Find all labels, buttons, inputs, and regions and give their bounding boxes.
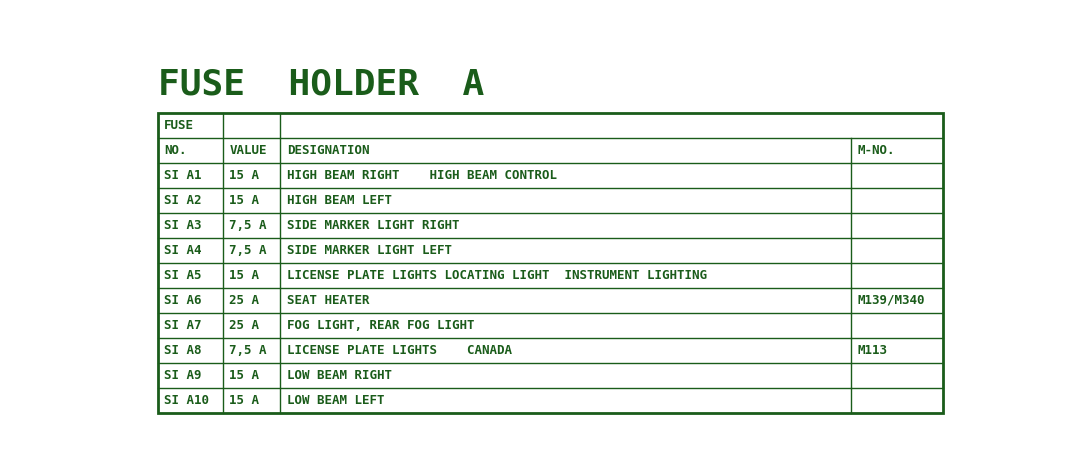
Text: 7,5 A: 7,5 A: [230, 244, 267, 257]
Text: SEAT HEATER: SEAT HEATER: [287, 294, 369, 307]
Text: M139/M340: M139/M340: [857, 294, 925, 307]
Text: 15 A: 15 A: [230, 169, 260, 182]
Text: 15 A: 15 A: [230, 369, 260, 382]
Text: LOW BEAM RIGHT: LOW BEAM RIGHT: [287, 369, 392, 382]
Text: SI A9: SI A9: [164, 369, 202, 382]
Text: 15 A: 15 A: [230, 268, 260, 282]
Text: 7,5 A: 7,5 A: [230, 344, 267, 357]
Text: LICENSE PLATE LIGHTS    CANADA: LICENSE PLATE LIGHTS CANADA: [287, 344, 512, 357]
Text: SI A1: SI A1: [164, 169, 202, 182]
Text: FUSE  HOLDER  A: FUSE HOLDER A: [158, 67, 483, 101]
Bar: [158, 113, 943, 413]
Text: SIDE MARKER LIGHT RIGHT: SIDE MARKER LIGHT RIGHT: [287, 219, 460, 232]
Text: 15 A: 15 A: [230, 394, 260, 406]
Text: SI A10: SI A10: [164, 394, 209, 406]
Text: SIDE MARKER LIGHT LEFT: SIDE MARKER LIGHT LEFT: [287, 244, 452, 257]
Text: SI A2: SI A2: [164, 194, 202, 207]
Text: SI A6: SI A6: [164, 294, 202, 307]
Text: 7,5 A: 7,5 A: [230, 219, 267, 232]
Text: 15 A: 15 A: [230, 194, 260, 207]
Text: NO.: NO.: [164, 144, 187, 157]
Text: SI A7: SI A7: [164, 319, 202, 332]
Text: HIGH BEAM LEFT: HIGH BEAM LEFT: [287, 194, 392, 207]
Text: 25 A: 25 A: [230, 294, 260, 307]
Text: M113: M113: [857, 344, 887, 357]
Text: DESIGNATION: DESIGNATION: [287, 144, 369, 157]
Text: FUSE: FUSE: [164, 119, 194, 132]
Text: FOG LIGHT, REAR FOG LIGHT: FOG LIGHT, REAR FOG LIGHT: [287, 319, 475, 332]
Text: SI A3: SI A3: [164, 219, 202, 232]
Text: VALUE: VALUE: [230, 144, 267, 157]
Text: LOW BEAM LEFT: LOW BEAM LEFT: [287, 394, 384, 406]
Text: SI A4: SI A4: [164, 244, 202, 257]
Text: SI A8: SI A8: [164, 344, 202, 357]
Text: HIGH BEAM RIGHT    HIGH BEAM CONTROL: HIGH BEAM RIGHT HIGH BEAM CONTROL: [287, 169, 556, 182]
Text: M-NO.: M-NO.: [857, 144, 895, 157]
Text: SI A5: SI A5: [164, 268, 202, 282]
Text: 25 A: 25 A: [230, 319, 260, 332]
Text: LICENSE PLATE LIGHTS LOCATING LIGHT  INSTRUMENT LIGHTING: LICENSE PLATE LIGHTS LOCATING LIGHT INST…: [287, 268, 707, 282]
